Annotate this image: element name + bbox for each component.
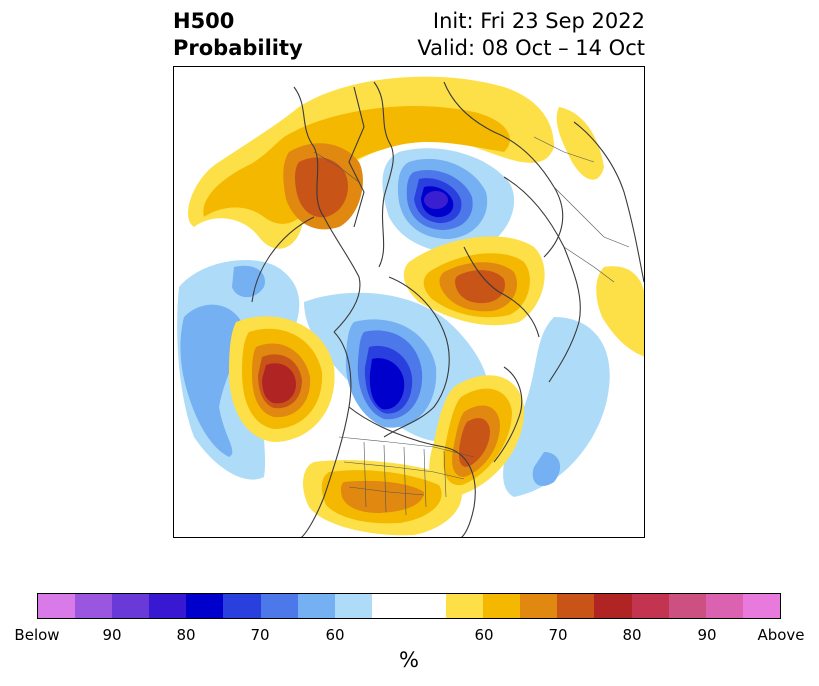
above-90-regions — [262, 363, 296, 404]
map-panel — [173, 66, 645, 538]
colorbar-segment — [668, 594, 706, 618]
colorbar-segment — [371, 594, 447, 618]
colorbar-tick-label: 80 — [176, 626, 196, 644]
colorbar-tick-label: Above — [757, 626, 805, 644]
title-product: Probability — [173, 36, 303, 60]
colorbar-segment — [149, 594, 187, 618]
colorbar-segment — [112, 594, 150, 618]
colorbar-tick-label: 90 — [102, 626, 122, 644]
title-block-left: H500 Probability — [173, 8, 303, 62]
colorbar — [37, 593, 781, 619]
colorbar-segment — [705, 594, 743, 618]
colorbar-segment — [520, 594, 558, 618]
colorbar-tick-label: Below — [14, 626, 60, 644]
valid-range: Valid: 08 Oct – 14 Oct — [417, 36, 645, 60]
colorbar-tick-label: 60 — [325, 626, 345, 644]
colorbar-segment — [260, 594, 298, 618]
coastlines — [251, 81, 644, 537]
init-date: Init: Fri 23 Sep 2022 — [432, 9, 645, 33]
political-borders — [313, 136, 630, 516]
colorbar-segment — [557, 594, 595, 618]
colorbar-segment — [483, 594, 521, 618]
probability-map — [177, 76, 644, 537]
colorbar-segment — [594, 594, 632, 618]
colorbar-segment — [631, 594, 669, 618]
colorbar-segment — [742, 594, 780, 618]
colorbar-segment — [186, 594, 224, 618]
colorbar-segment — [223, 594, 261, 618]
colorbar-segment — [334, 594, 372, 618]
colorbar-tick-label: 70 — [548, 626, 568, 644]
below-95-regions — [424, 191, 448, 209]
colorbar-tick-label: 70 — [250, 626, 270, 644]
title-block-right: Init: Fri 23 Sep 2022 Valid: 08 Oct – 14… — [417, 8, 645, 62]
colorbar-segment — [297, 594, 335, 618]
colorbar-segment — [38, 594, 76, 618]
colorbar-segment — [446, 594, 484, 618]
colorbar-tick-label: 60 — [474, 626, 494, 644]
colorbar-tick-label: 90 — [697, 626, 717, 644]
colorbar-tick-label: 80 — [622, 626, 642, 644]
colorbar-segment — [75, 594, 113, 618]
title-variable: H500 — [173, 9, 235, 33]
colorbar-unit-label: % — [399, 648, 419, 672]
